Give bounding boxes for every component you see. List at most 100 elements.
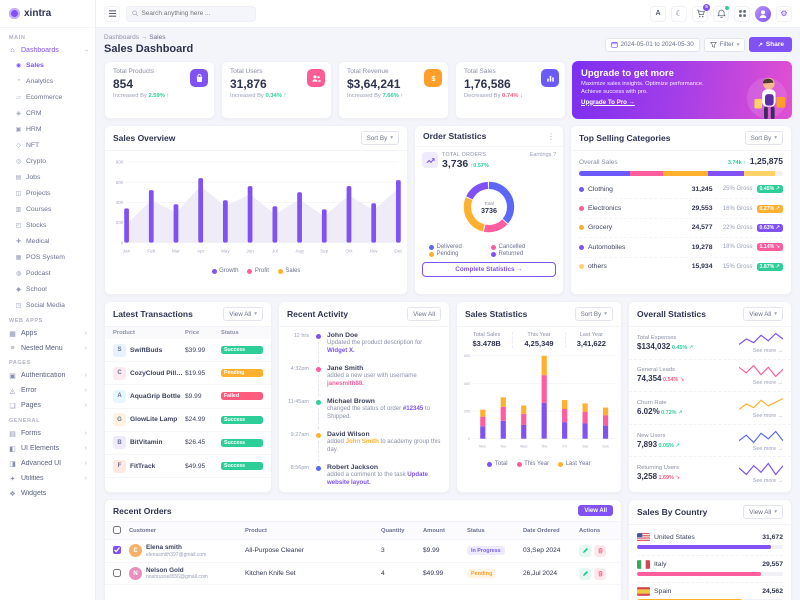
users-icon	[307, 69, 325, 87]
sidebar-item-projects[interactable]: ◫ Projects	[15, 189, 51, 197]
sidebar-item-error[interactable]: ◬ Error ›	[9, 387, 87, 395]
activity-link[interactable]: #12345	[402, 404, 424, 412]
view-all-dropdown[interactable]: View All ▾	[743, 505, 783, 519]
brand-logo-icon	[9, 8, 20, 19]
global-search[interactable]	[126, 5, 256, 22]
sidebar-item-nft[interactable]: ◇ NFT	[16, 141, 40, 149]
sidebar-item-analytics[interactable]: ◔ Analytics	[16, 77, 54, 85]
view-all-dropdown[interactable]: View All ▾	[223, 307, 263, 321]
transaction-row[interactable]: G GlowLite Lamp $24.99 Success	[105, 409, 271, 432]
notifications-button[interactable]	[713, 5, 729, 22]
category-row-automobiles: Automobiles 19,278 18% Gross 1.14% ↘	[579, 238, 783, 258]
row-checkbox[interactable]	[113, 545, 121, 554]
sidebar-item-crm[interactable]: ◈ CRM	[16, 109, 42, 117]
order-row[interactable]: N Nelson Gold noahrussell556@gmail.com Kitc…	[105, 563, 621, 586]
share-button[interactable]: ↗ Share	[749, 37, 792, 52]
delete-button[interactable]	[594, 544, 606, 557]
sidebar-item-medical[interactable]: ✚ Medical	[15, 237, 50, 245]
transaction-row[interactable]: B BitVitamin $26.45 Success	[105, 432, 271, 455]
sort-by-dropdown[interactable]: Sort By ▾	[574, 307, 613, 321]
language-button[interactable]: A	[650, 5, 666, 22]
order-row[interactable]: E Elena smith elenasmith397@gmail.com All-P…	[105, 540, 621, 563]
sidebar-item-courses[interactable]: ▥ Courses	[15, 205, 52, 213]
page-title: Sales Dashboard	[104, 43, 194, 55]
svg-text:Thu: Thu	[541, 444, 547, 448]
complete-statistics-button[interactable]: Complete Statistics →	[422, 262, 556, 277]
sidebar-item-forms[interactable]: ▤ Forms ›	[9, 430, 87, 438]
sidebar-item-crypto[interactable]: ◎ Crypto	[15, 157, 47, 165]
main-content: Dashboards → Sales Sales Dashboard 2024-…	[96, 28, 800, 600]
sidebar-item-jobs[interactable]: ▤ Jobs	[15, 173, 41, 181]
card-menu-button[interactable]: ⋮	[547, 131, 555, 141]
product-thumbnail: C	[113, 366, 126, 380]
product-thumbnail: G	[113, 413, 126, 427]
sidebar-item-hrm[interactable]: ▣ HRM	[15, 125, 42, 133]
upgrade-link[interactable]: Upgrade To Pro →	[581, 98, 635, 106]
view-all-dropdown[interactable]: View All ▾	[743, 307, 783, 321]
view-all-button[interactable]: View All	[407, 307, 441, 321]
row-checkbox[interactable]	[113, 525, 121, 534]
earnings-link[interactable]: Earnings ?	[529, 152, 556, 158]
sidebar-item-nested-menu[interactable]: ≡ Nested Menu ›	[0, 341, 95, 355]
sidebar-item-stocks[interactable]: ◰ Stocks	[15, 221, 47, 229]
sales-statistics-card: Sales Statistics Sort By ▾ Total Sales $3.…	[456, 301, 622, 493]
date-range-picker[interactable]: 2024-05-01 to 2024-05-30	[604, 37, 700, 52]
see-more-link[interactable]: See more →	[752, 412, 783, 419]
sidebar-item-dashboards[interactable]: ⌂ Dashboards ›	[0, 43, 95, 57]
activity-link[interactable]: John Smith	[345, 437, 379, 445]
filter-button[interactable]: Filter ▾	[703, 37, 746, 52]
see-more-link[interactable]: See more →	[752, 347, 783, 354]
edit-button[interactable]	[579, 567, 591, 580]
see-more-link[interactable]: See more →	[752, 478, 783, 485]
brand-logo[interactable]: xintra	[0, 0, 95, 28]
sidebar-item-sales[interactable]: ◉ Sales	[15, 61, 44, 69]
sidebar-item-ecommerce[interactable]: ▱ Ecommerce	[16, 93, 63, 101]
sidebar-item-utilities[interactable]: ✦ Utilities ›	[9, 475, 87, 483]
legend-item-returned: Returned	[491, 251, 523, 257]
sidebar-item-podcast[interactable]: ◍ Podcast	[15, 269, 51, 277]
orders-table-header: Customer Product Quantity Amount Status Date …	[105, 522, 621, 540]
settings-button[interactable]: ⚙	[776, 5, 792, 22]
legend-item-cancelled: Cancelled	[491, 244, 525, 250]
see-more-link[interactable]: See more →	[752, 445, 783, 452]
summary-last-year: Last Year 3,41,622	[576, 332, 606, 348]
row-checkbox[interactable]	[113, 568, 121, 577]
sidebar-item-advanced-ui[interactable]: ◨ Advanced UI ›	[9, 460, 87, 468]
sidebar-item-pos-system[interactable]: ▦ POS System	[15, 253, 65, 261]
bell-icon	[716, 9, 726, 18]
menu-toggle-button[interactable]	[104, 5, 120, 22]
sidebar-item-school[interactable]: ◆ School	[16, 285, 47, 293]
sort-by-dropdown[interactable]: Sort By ▾	[360, 131, 399, 145]
search-input[interactable]	[141, 10, 250, 17]
stat-card-total-revenue: $ Total Revenue $3,64,241 Increased By 7.66…	[338, 61, 449, 119]
activity-link[interactable]: janesmith88.	[327, 380, 364, 388]
transaction-row[interactable]: A AquaGrip Bottle $9.99 Failed	[105, 385, 271, 409]
apps-button[interactable]	[734, 5, 750, 22]
chevron-down-icon: ▾	[604, 311, 607, 317]
edit-button[interactable]	[579, 544, 591, 557]
sidebar-item-pages[interactable]: ❏ Pages ›	[9, 402, 87, 410]
sidebar-item-authentication[interactable]: ▣ Authentication ›	[9, 372, 87, 380]
transaction-row[interactable]: F FitTrack $49.95 Success	[105, 455, 271, 479]
avatar[interactable]	[755, 5, 771, 22]
dark-mode-button[interactable]: ☾	[671, 5, 687, 22]
timeline-dot	[315, 432, 321, 438]
sidebar-item-social-media[interactable]: ◳ Social Media	[15, 301, 65, 309]
activity-link[interactable]: Widget X.	[327, 347, 355, 355]
orders-icon	[422, 152, 438, 168]
flag-us-icon	[637, 533, 650, 542]
delete-button[interactable]	[594, 567, 606, 580]
sidebar-item-apps[interactable]: ▦ Apps ›	[9, 330, 87, 338]
sidebar-item-ui-elements[interactable]: ◧ UI Elements ›	[9, 445, 87, 453]
sidebar-item-widgets[interactable]: ❖ Widgets	[9, 490, 47, 498]
activity-link[interactable]: Update website layout.	[327, 470, 428, 487]
transaction-row[interactable]: S SwiftBuds $39.99 Success	[105, 339, 271, 363]
breadcrumb-current[interactable]: Sales	[149, 34, 166, 41]
see-more-link[interactable]: See more →	[752, 380, 783, 387]
transaction-row[interactable]: C CozyCloud Pillow $19.95 Pending	[105, 362, 271, 386]
svg-text:600: 600	[464, 354, 470, 358]
breadcrumb-root[interactable]: Dashboards	[104, 34, 140, 41]
cart-button[interactable]: 5	[692, 3, 710, 22]
sort-by-dropdown[interactable]: Sort By ▾	[744, 131, 783, 145]
view-all-button[interactable]: View All	[578, 505, 613, 516]
